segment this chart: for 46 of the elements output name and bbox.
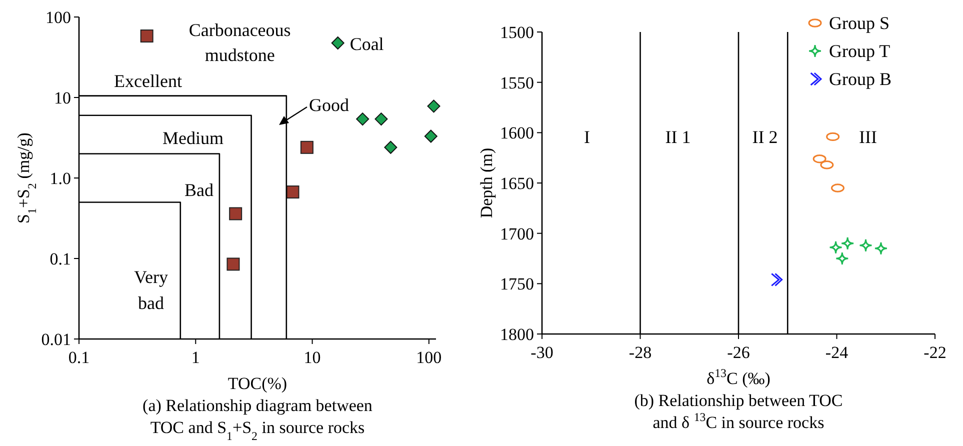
annotation: II 2 [752,127,778,147]
y-tick-label: 1.0 [50,169,71,188]
x-tick-label: 0.1 [68,348,90,367]
y-tick-label: 1500 [500,23,534,42]
annotation: Good [309,95,349,115]
x-axis-title: TOC(%) [228,374,288,393]
y-tick-label: 1750 [500,274,534,294]
y-tick-label: 1600 [500,124,534,143]
y-axis-title: Depth (m) [477,148,496,218]
legend-label: Group S [829,13,890,33]
annotation: Excellent [114,71,182,91]
x-tick-label: -22 [924,343,946,362]
point [840,236,854,250]
point [835,252,849,266]
legend-label: Group B [829,69,892,89]
y-tick-label: 1800 [500,325,534,344]
y-tick-label: 1550 [500,73,534,92]
legend-label: Carbonaceous mudstone [188,20,291,65]
x-tick-label: -30 [530,343,554,362]
y-tick-label: 100 [46,8,71,27]
annotation: Very bad [134,267,168,313]
x-tick-label: 100 [416,348,442,367]
point [770,272,783,286]
point [858,238,872,252]
annotation: III [859,127,877,147]
legend-label: Group T [829,41,890,61]
y-tick-label: 10 [54,88,71,108]
annotation: I [584,127,590,147]
x-tick-label: -26 [727,343,750,362]
annotation: II 1 [665,127,691,147]
point [829,240,843,254]
y-tick-label: 0.1 [50,250,71,268]
x-tick-label: 10 [304,348,321,367]
legend-label: Coal [350,34,384,54]
x-tick-label: 1 [191,348,200,367]
text: (a) Relationship diagram between TOC and S$_{1}$+S$_{2}$ in source rocks [142,396,373,443]
annotation: Bad [184,180,214,200]
x-axis-title: δ$^{13}$C (‰) [706,366,770,388]
y-tick-label: 0.01 [41,330,71,349]
y-tick-label: 1700 [500,224,534,244]
point [874,242,888,256]
x-tick-label: -24 [825,343,849,362]
y-tick-label: 1650 [500,174,534,193]
x-tick-label: -28 [628,343,652,362]
annotation: Medium [162,128,224,148]
text: (b) Relationship between TOC and δ $^{13}$C in source rocks [634,391,843,432]
